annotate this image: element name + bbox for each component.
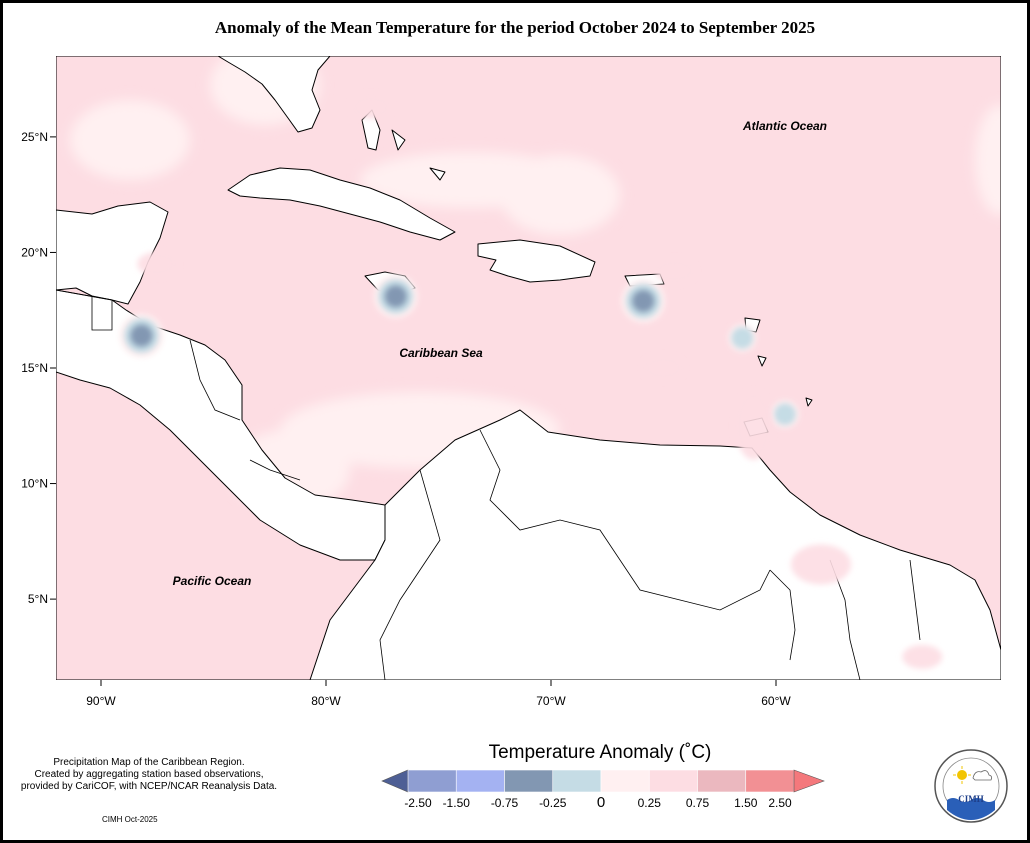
anomaly-jamaica [373, 274, 418, 319]
map-axes: 90°W 80°W 70°W 60°W 25°N 20°N 15°N 10°N 5°N [21, 130, 791, 708]
martinique-land [757, 355, 767, 367]
lat-tick-label: 10°N [21, 477, 48, 491]
legend-swatch [745, 769, 795, 793]
anomaly-puerto-rico [621, 278, 666, 323]
atlantic-ocean-label: Atlantic Ocean [742, 119, 827, 133]
cuba-land [227, 167, 456, 241]
cimh-logo: CIMH [933, 748, 1009, 824]
footnote-line: Created by aggregating station based obs… [34, 769, 264, 780]
florida-land [217, 56, 331, 133]
legend-tick-label: -0.25 [539, 796, 567, 810]
footnote: Precipitation Map of the Caribbean Regio… [8, 757, 290, 793]
credit-text: CIMH Oct-2025 [102, 815, 158, 824]
sun-icon [957, 770, 967, 780]
anomaly-blobs [119, 94, 943, 669]
lat-tick-label: 5°N [28, 592, 48, 606]
lat-tick-label: 20°N [21, 245, 48, 259]
legend-tick-label: 0 [597, 794, 605, 811]
anomaly-venezuela-east [643, 356, 684, 380]
legend-swatch [455, 769, 505, 793]
legend-tick-label: -0.75 [491, 796, 519, 810]
lon-tick-label: 70°W [536, 694, 566, 708]
legend-tick-label: -1.50 [443, 796, 471, 810]
map-plot-area [56, 56, 1001, 680]
legend-tick-label: 0.25 [638, 796, 662, 810]
legend-tick-label: -2.50 [404, 796, 432, 810]
lat-tick-label: 15°N [21, 361, 48, 375]
anomaly-virgin-islands [654, 258, 695, 283]
anomaly-barbados [771, 400, 799, 429]
legend-arrow-high [793, 769, 825, 793]
legend-swatch [504, 769, 554, 793]
legend-tick-label: 0.75 [686, 796, 710, 810]
anomaly-guyana [791, 544, 851, 585]
logo-text: CIMH [958, 794, 984, 804]
anomaly-guadeloupe-dominica [728, 323, 757, 352]
anomaly-trinidad-grenada [735, 391, 772, 460]
cloud-icon [972, 770, 993, 781]
cimh-logo-graphic [934, 749, 1008, 823]
wave-icon [947, 798, 995, 820]
legend-swatch [697, 769, 747, 793]
lon-tick-label: 60°W [761, 694, 791, 708]
lon-tick-label: 80°W [311, 694, 341, 708]
country-borders [56, 289, 921, 680]
anomaly-belize-guatemala [119, 313, 164, 358]
legend-swatch [600, 769, 650, 793]
page-title: Anomaly of the Mean Temperature for the … [214, 18, 816, 37]
bahamas-land [391, 129, 406, 151]
legend-tick-label: 1.50 [734, 796, 758, 810]
lon-tick-label: 90°W [86, 694, 116, 708]
pacific-ocean-label: Pacific Ocean [173, 574, 252, 588]
caribbean-sea-label: Caribbean Sea [399, 346, 483, 360]
lat-tick-label: 25°N [21, 130, 48, 144]
legend-swatch [552, 769, 602, 793]
legend-colorbar: -2.50 -1.50 -0.75 -0.25 0 0.25 0.75 1.50 2.50 [381, 769, 825, 811]
footnote-line: provided by CariCOF, with NCEP/NCAR Rean… [20, 781, 278, 792]
bahamas-land [429, 167, 446, 181]
anomaly-florida-east [351, 94, 391, 119]
legend-arrow-low [381, 769, 409, 793]
barbados-land [805, 397, 813, 407]
legend-title: Temperature Anomaly (˚C) [488, 742, 712, 763]
south-america-land [309, 409, 1001, 680]
anomaly-yucatan [137, 252, 178, 276]
legend-swatch [407, 769, 457, 793]
legend-tick-label: 2.50 [768, 796, 792, 810]
legend-swatch [648, 769, 698, 793]
anomaly-suriname-coast [902, 644, 943, 669]
footnote-line: Precipitation Map of the Caribbean Regio… [53, 757, 245, 768]
hispaniola-land [477, 239, 596, 283]
